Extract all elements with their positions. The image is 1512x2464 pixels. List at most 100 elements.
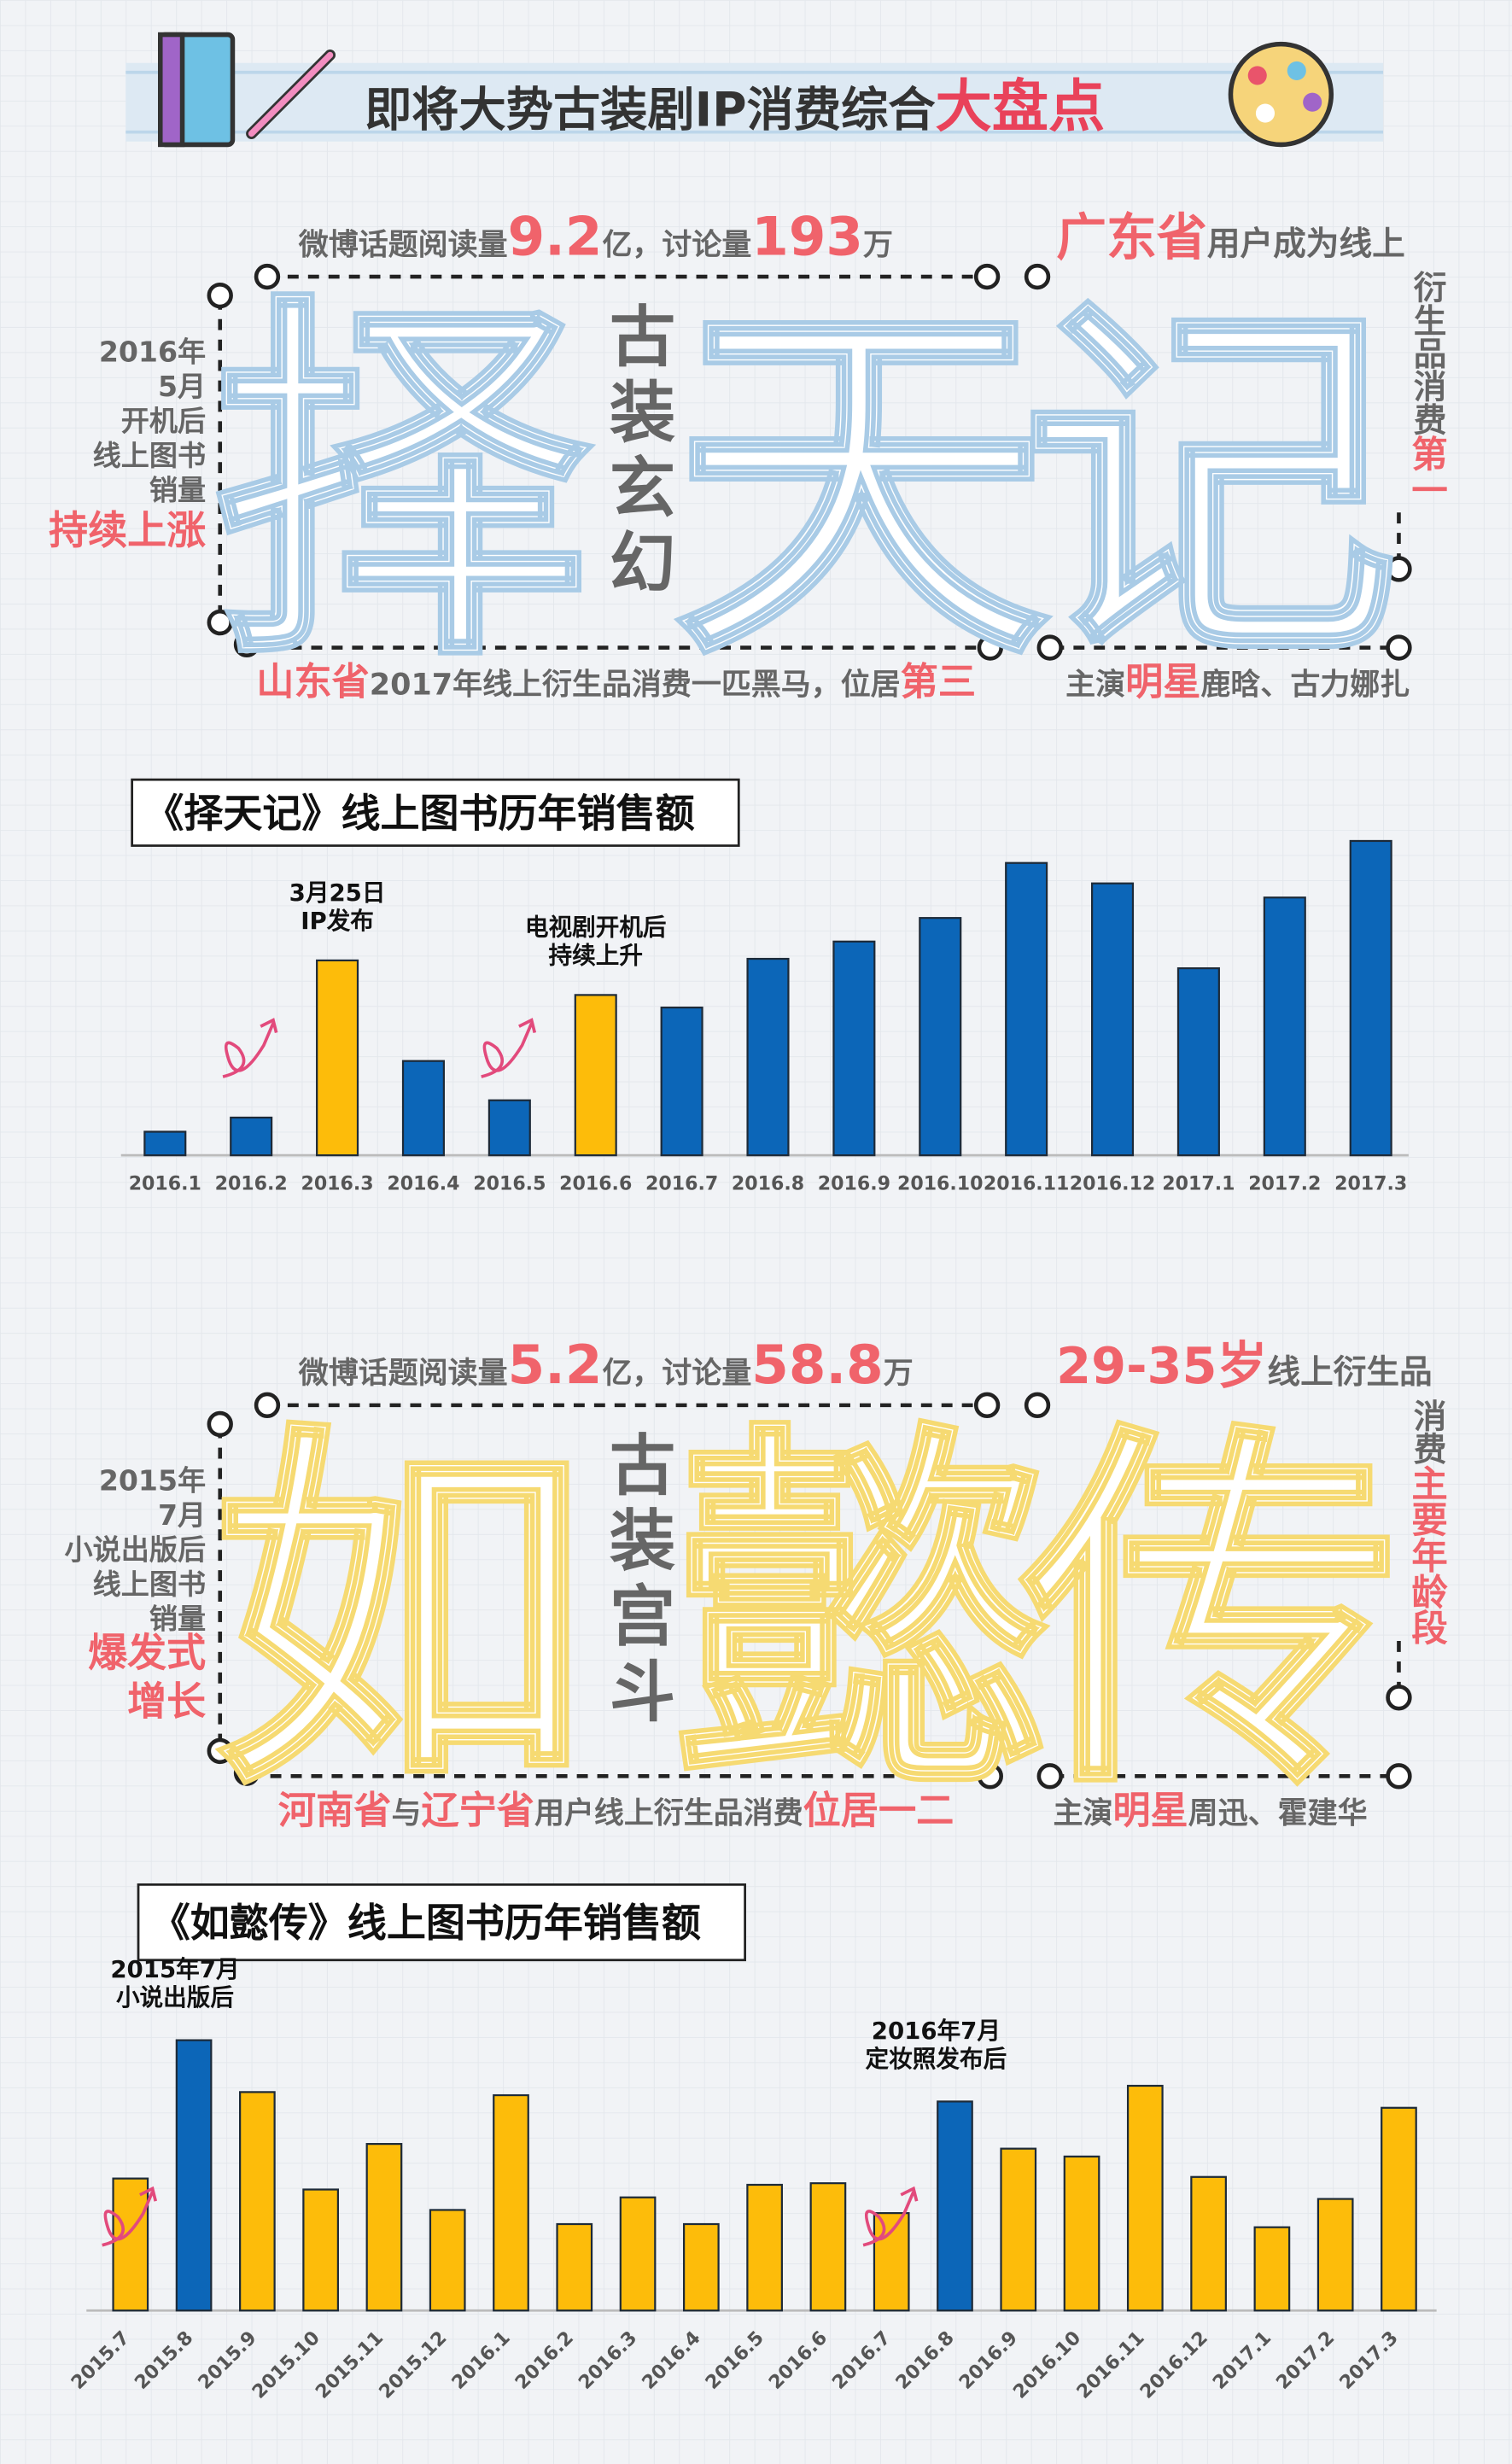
- bar: [1126, 2084, 1164, 2312]
- frame-node: [973, 1392, 1001, 1419]
- bar: [175, 2039, 213, 2312]
- caption: 用户线上衍生品消费: [534, 1797, 803, 1831]
- bar: [937, 2100, 973, 2312]
- annotation: 3月25日: [289, 879, 386, 907]
- emphasis: 山东省: [256, 661, 370, 704]
- rich-text: 衍生品消费第一: [1406, 271, 1448, 508]
- drama-title-char: 择: [213, 267, 596, 706]
- rich-text: 河南省与辽宁省用户线上衍生品消费位居一二: [278, 1790, 954, 1833]
- bar: [660, 1007, 703, 1157]
- caption: 微博话题阅读量: [298, 1357, 508, 1391]
- bar: [746, 957, 790, 1157]
- x-tick-label: 2016.10: [897, 1173, 984, 1195]
- emphasis: 第一: [1406, 435, 1448, 508]
- caption: 万: [884, 1357, 914, 1391]
- left-note: 2016年: [99, 335, 206, 368]
- rich-text: 主演明星鹿晗、古力娜扎: [1065, 661, 1410, 704]
- bar: [493, 2093, 529, 2312]
- frame-node: [1386, 1685, 1412, 1711]
- bar: [682, 2222, 720, 2312]
- bar: [746, 2183, 783, 2312]
- left-note: 5月: [158, 370, 206, 403]
- chart-title: 《如懿传》线上图书历年销售额: [151, 1900, 701, 1946]
- annotation: IP发布: [301, 907, 374, 935]
- rich-text: 主演明星周迅、霍建华: [1053, 1790, 1367, 1833]
- annotation: 2015年7月: [110, 1955, 239, 1983]
- x-tick-label: 2016.7: [645, 1173, 718, 1195]
- emphasis: 辽宁省: [421, 1790, 534, 1833]
- bar: [143, 1130, 187, 1157]
- bar: [1349, 839, 1392, 1157]
- bar: [574, 994, 617, 1157]
- squiggle-arrow: [481, 1018, 537, 1078]
- bar: [1063, 2155, 1100, 2312]
- bar: [1005, 861, 1048, 1157]
- left-note: 销量: [149, 1602, 206, 1635]
- drama-title-char: 如: [213, 1396, 590, 1835]
- frame-node: [973, 263, 1001, 290]
- annotation: 2016年7月: [872, 2017, 1001, 2045]
- dashed-frame: [218, 274, 1401, 650]
- caption: 衍生品消费: [1408, 271, 1446, 436]
- x-tick-label: 2017.2: [1248, 1173, 1321, 1195]
- rich-text: 广东省用户成为线上: [1056, 207, 1405, 266]
- frame-node: [1024, 263, 1051, 290]
- caption: 鹿晗、古力娜扎: [1200, 669, 1410, 703]
- x-tick-label: 2016.12: [1070, 1173, 1156, 1195]
- bar: [873, 2212, 910, 2312]
- x-tick-label: 2016.8: [732, 1173, 804, 1195]
- squiggle-arrow: [862, 2186, 919, 2247]
- x-tick-label: 2016.4: [387, 1173, 459, 1195]
- emphasis: 明星: [1112, 1790, 1188, 1833]
- squiggle-arrow: [102, 2186, 158, 2247]
- chart-title-box: [131, 778, 740, 847]
- left-note: 开机后: [121, 404, 206, 437]
- frame-node: [207, 282, 233, 309]
- caption: 亿，讨论量: [602, 228, 751, 262]
- frame-node: [977, 1763, 1003, 1790]
- genre: 古装宫斗: [598, 1430, 676, 1731]
- frame-node: [1036, 1763, 1063, 1790]
- drama-title-char: 传: [1016, 1396, 1399, 1835]
- bar: [1190, 2175, 1227, 2312]
- left-note: 小说出版后: [65, 1533, 207, 1566]
- bar: [1263, 896, 1306, 1157]
- header-title-part: 即将大势古装剧IP消费综合: [365, 83, 936, 137]
- drama-title-char: 天: [673, 267, 1050, 706]
- emphasis: 5.2: [508, 1334, 603, 1396]
- bar: [832, 940, 876, 1157]
- annotation: 小说出版后: [116, 1983, 234, 2011]
- chart-title: 《择天记》线上图书历年销售额: [144, 790, 694, 836]
- x-tick-label: 2016.11: [984, 1173, 1070, 1195]
- caption: 线上衍生品: [1267, 1353, 1432, 1392]
- bar: [239, 2091, 276, 2312]
- frame-node: [233, 1760, 260, 1786]
- frame-node: [1036, 634, 1063, 661]
- bar: [401, 1060, 445, 1157]
- emphasis: 主要年龄段: [1406, 1465, 1448, 1646]
- caption: 主演: [1065, 669, 1125, 703]
- frame-node: [1386, 1763, 1412, 1790]
- bar: [487, 1099, 531, 1157]
- caption: 周迅、霍建华: [1188, 1797, 1368, 1831]
- rich-text: 消费主要年龄段: [1406, 1399, 1448, 1646]
- chart-title-box: [137, 1883, 746, 1962]
- bar: [429, 2209, 466, 2312]
- bar: [919, 917, 962, 1157]
- x-tick-label: 2017.3: [1334, 1173, 1407, 1195]
- left-emphasis: 爆发式: [88, 1629, 206, 1675]
- bar: [809, 2182, 847, 2312]
- x-tick-label: 2016.6: [559, 1173, 632, 1195]
- frame-node: [207, 609, 233, 636]
- frame-node: [233, 631, 260, 658]
- annotation: 定妆照发布后: [866, 2045, 1007, 2073]
- left-note: 7月: [158, 1498, 206, 1532]
- emphasis: 193: [751, 205, 863, 267]
- emphasis: 广东省: [1056, 207, 1207, 266]
- bar: [556, 2222, 593, 2312]
- bar: [1381, 2106, 1417, 2312]
- dashed-frame: [218, 1403, 1401, 1778]
- caption: 消费: [1408, 1399, 1446, 1466]
- drama-title-char: 记: [1022, 267, 1399, 706]
- frame-node: [1386, 556, 1412, 582]
